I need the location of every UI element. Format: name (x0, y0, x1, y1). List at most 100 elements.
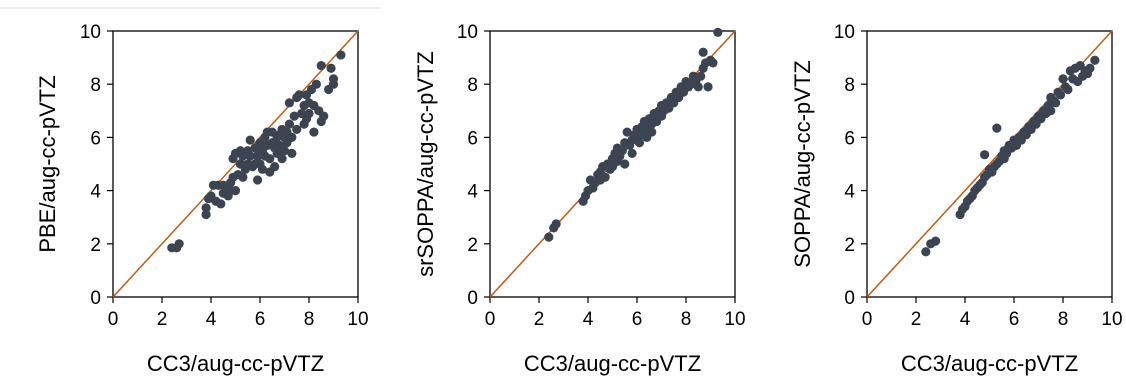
data-point (316, 60, 326, 71)
data-point (703, 82, 713, 92)
data-point (1085, 63, 1095, 73)
scatter-panel-1: 0 2 4 6 8 10 0 2 4 6 8 10 CC3/aug-cc-pVTZ PBE/aug-cc-… (35, 22, 369, 376)
y-tick-label: 2 (844, 235, 855, 256)
data-point (270, 162, 280, 172)
data-point (698, 47, 708, 57)
y-tick-label: 6 (90, 128, 101, 149)
data-point (544, 232, 554, 242)
plot-frame (489, 30, 736, 298)
data-point (277, 154, 287, 164)
data-point (289, 111, 299, 121)
y-axis-label: SOPPA/aug-cc-pVTZ (790, 60, 815, 267)
y-tick-label: 8 (467, 75, 478, 96)
x-tick-label: 8 (681, 309, 692, 330)
y-tick-label: 8 (844, 75, 855, 96)
data-point (931, 236, 941, 246)
x-tick-label: 10 (724, 309, 745, 330)
y-tick-label: 10 (80, 22, 101, 43)
scatter-panel-3: 0 2 4 6 8 10 0 2 4 6 8 10 CC3/aug-cc-pVTZ SOPPA/aug-c… (790, 22, 1123, 376)
data-point (921, 247, 931, 257)
x-tick-label: 0 (862, 309, 873, 330)
data-point (328, 79, 339, 89)
data-point (294, 90, 304, 100)
data-point (551, 219, 561, 229)
y-tick-label: 0 (844, 288, 855, 309)
x-tick-label: 0 (485, 309, 496, 330)
x-tick-label: 10 (347, 309, 368, 330)
data-point (279, 146, 290, 156)
data-point (201, 209, 211, 220)
x-tick-label: 0 (108, 309, 119, 330)
data-point (1090, 55, 1100, 65)
x-axis-label: CC3/aug-cc-pVTZ (901, 351, 1078, 376)
data-point (708, 58, 718, 68)
data-point (284, 98, 294, 108)
data-point (1046, 106, 1056, 116)
x-tick-label: 6 (632, 309, 643, 330)
plot-frame (866, 30, 1113, 298)
y-axis-label: PBE/aug-cc-pVTZ (35, 75, 60, 252)
data-point (216, 199, 226, 209)
x-tick-label: 4 (206, 309, 217, 330)
y-tick-label: 10 (834, 22, 855, 43)
plot-frame (112, 30, 359, 298)
data-point (287, 132, 297, 142)
data-point (1058, 74, 1068, 84)
data-point (1051, 98, 1061, 108)
data-point (304, 108, 314, 119)
x-tick-label: 4 (960, 309, 971, 330)
data-point (252, 175, 263, 185)
data-point (238, 172, 248, 182)
y-tick-label: 2 (467, 235, 478, 256)
y-tick-label: 4 (844, 182, 855, 203)
y-tick-label: 2 (90, 235, 101, 256)
data-point (647, 127, 657, 137)
y-tick-label: 6 (467, 128, 478, 149)
scatter-panel-2: 0 2 4 6 8 10 0 2 4 6 8 10 CC3/aug-cc-pVTZ srSOPPA/aug… (413, 22, 746, 376)
y-tick-label: 8 (90, 75, 101, 96)
data-point (284, 119, 294, 129)
x-tick-label: 8 (1058, 309, 1069, 330)
data-point (174, 239, 184, 249)
y-tick-label: 0 (90, 288, 101, 309)
data-point (622, 127, 632, 137)
data-point (980, 150, 990, 160)
identity-line (112, 30, 359, 298)
data-point (600, 172, 610, 182)
data-point (309, 127, 319, 137)
y-tick-label: 0 (467, 288, 478, 309)
x-tick-label: 2 (534, 309, 545, 330)
data-point (634, 138, 645, 148)
data-point (311, 79, 321, 89)
data-point (992, 123, 1002, 133)
data-point (287, 148, 297, 158)
data-point (627, 148, 637, 158)
data-point (617, 146, 627, 156)
x-tick-label: 8 (304, 309, 315, 330)
data-point (319, 111, 329, 121)
data-point (696, 71, 706, 81)
y-tick-label: 4 (90, 182, 101, 203)
y-axis-label: srSOPPA/aug-cc-pVTZ (413, 51, 438, 277)
y-tick-label: 6 (844, 128, 855, 149)
data-point (230, 186, 241, 196)
x-axis-label: CC3/aug-cc-pVTZ (524, 351, 701, 376)
data-point (265, 154, 275, 164)
y-tick-label: 10 (457, 22, 478, 43)
y-tick-label: 4 (467, 182, 478, 203)
data-point (713, 27, 723, 37)
data-point (1063, 84, 1073, 95)
x-tick-label: 2 (911, 309, 922, 330)
x-tick-label: 2 (157, 309, 168, 330)
data-point (245, 151, 255, 161)
data-point (201, 203, 211, 213)
data-point (292, 124, 302, 135)
data-point (257, 164, 268, 174)
data-point (245, 135, 255, 145)
x-tick-label: 10 (1101, 309, 1122, 330)
x-axis-label: CC3/aug-cc-pVTZ (147, 351, 324, 376)
data-point (1055, 90, 1066, 100)
data-point (326, 63, 336, 73)
x-tick-label: 6 (1009, 309, 1020, 330)
